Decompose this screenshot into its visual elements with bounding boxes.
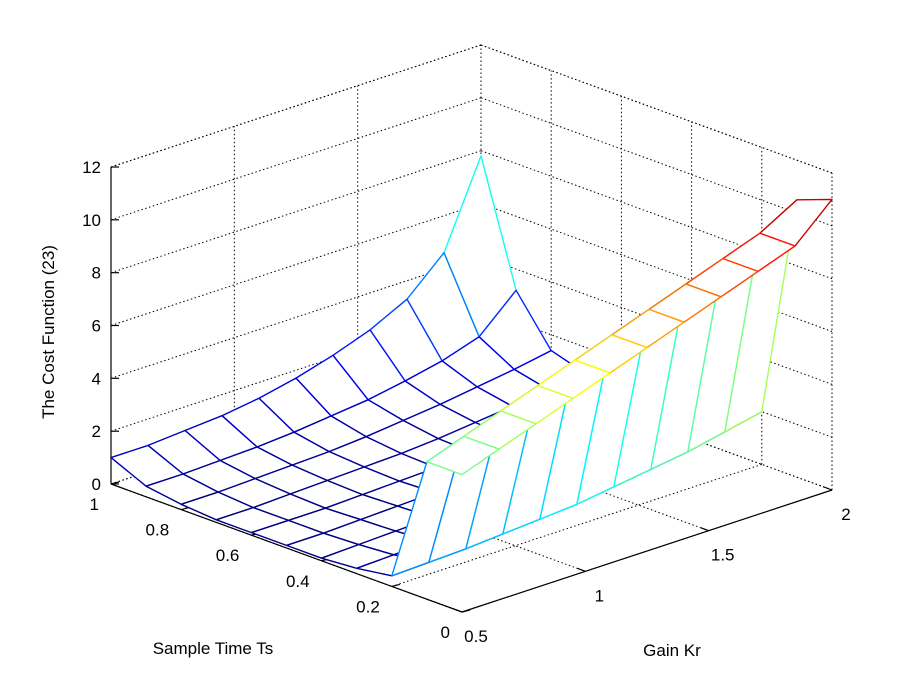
back-wall-grid-line (110, 150, 482, 274)
y-axis-label: Sample Time Ts (153, 639, 274, 658)
x-tick-mark (700, 527, 709, 532)
side-wall-grid-line (480, 97, 833, 227)
floor-grid-line (391, 463, 762, 587)
y-axis-line (110, 483, 463, 613)
z-tick-label: 2 (92, 422, 101, 441)
x-tick-mark (823, 486, 833, 491)
axes (110, 166, 833, 613)
y-tick-mark (391, 583, 400, 587)
surface-mesh (110, 155, 833, 577)
x-axis-label: Gain Kr (643, 641, 701, 660)
y-tick-label: 1 (90, 495, 99, 514)
back-wall-grid-line (110, 44, 482, 168)
box-edge-line (480, 44, 833, 174)
surface-cell (426, 435, 500, 476)
z-tick-label: 10 (82, 211, 101, 230)
y-tick-label: 0.6 (216, 546, 240, 565)
y-tick-label: 0.8 (146, 521, 170, 540)
x-axis-line (461, 489, 833, 613)
z-tick-label: 8 (92, 264, 101, 283)
y-tick-label: 0.2 (356, 597, 380, 616)
x-tick-label: 1.5 (711, 546, 735, 565)
x-tick-mark (453, 608, 463, 613)
y-tick-label: 0.4 (286, 572, 310, 591)
x-tick-label: 2 (841, 505, 850, 524)
back-wall-grid-line (110, 255, 482, 379)
z-tick-label: 12 (82, 158, 101, 177)
y-tick-label: 0 (441, 623, 450, 642)
z-tick-label: 6 (92, 317, 101, 336)
x-tick-mark (577, 567, 586, 572)
z-axis-label: The Cost Function (23) (39, 245, 58, 419)
box-edge-line (110, 44, 482, 168)
z-tick-label: 0 (92, 475, 101, 494)
back-wall-grid-line (110, 97, 482, 221)
y-tick-mark (461, 609, 471, 613)
x-tick-label: 1 (595, 586, 604, 605)
x-tick-label: 0.5 (464, 627, 488, 646)
back-wall-grid-line (110, 203, 482, 326)
z-tick-label: 4 (92, 369, 101, 388)
